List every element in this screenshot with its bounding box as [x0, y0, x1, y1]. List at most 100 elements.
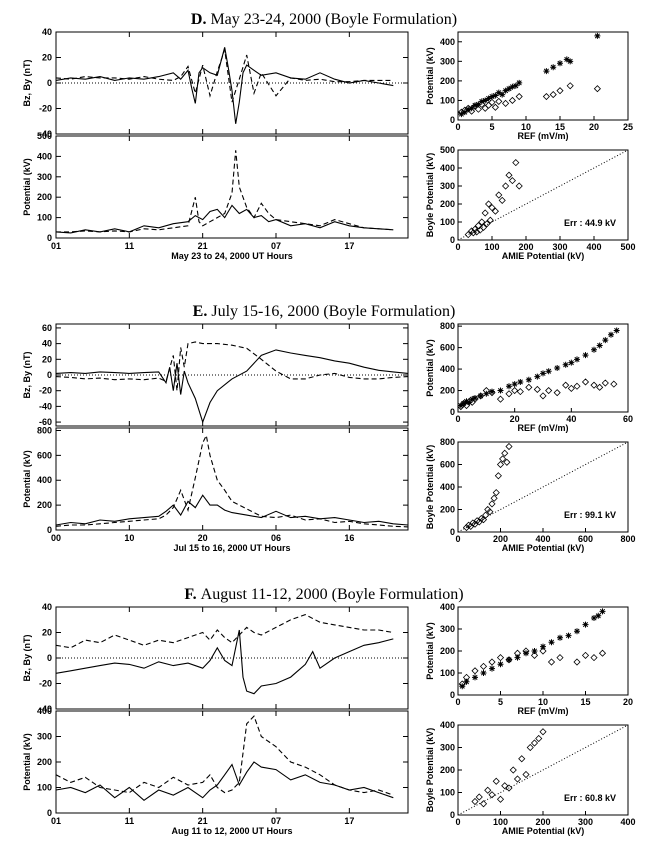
diamond-point: [530, 739, 539, 747]
y-tick-label: -40: [39, 129, 52, 139]
diamond-point: [498, 196, 506, 204]
diamond-point: [457, 108, 465, 116]
x-tick-label: 17: [344, 816, 354, 826]
bz-by-plot: 40 20 0 -20 -40 Bz, By (nT): [22, 602, 409, 714]
diamond-point: [535, 734, 543, 743]
asterisk-point: [582, 621, 589, 628]
diamond-point: [479, 516, 488, 524]
y-tick-label: 200: [37, 192, 52, 202]
y-tick-label: 0: [450, 810, 455, 820]
x-tick-label: 0: [455, 697, 460, 707]
y-tick-label: 200: [440, 646, 455, 656]
x-tick-label: 10: [521, 122, 531, 132]
diamond-point: [581, 378, 590, 386]
asterisk-point: [511, 381, 518, 388]
asterisk-point: [557, 634, 563, 641]
y-tick-label: 100: [440, 788, 455, 798]
asterisk-point: [565, 632, 572, 639]
diamond-point: [598, 649, 607, 657]
series-dashed: [56, 150, 394, 233]
series-dashed: [55, 433, 409, 528]
series-dashed: [55, 614, 394, 649]
y-axis-label: Bz, By (nT): [22, 60, 32, 107]
x-tick-label: 21: [198, 241, 208, 251]
y-axis-label: Potential (kV): [425, 339, 435, 397]
diamond-point: [601, 379, 609, 387]
diamond-point: [461, 106, 469, 114]
y-tick-label: 400: [440, 163, 455, 173]
x-axis-label: REF (mV/m): [517, 706, 568, 716]
x-axis-label: AMIE Potential (kV): [502, 826, 585, 836]
asterisk-point: [495, 89, 502, 96]
diamond-point: [479, 800, 488, 808]
y-tick-label: 0: [47, 370, 52, 380]
diamond-point: [526, 743, 534, 752]
diamond-point: [505, 656, 513, 664]
y-tick-label: 20: [42, 53, 52, 63]
y-tick-label: 0: [450, 115, 455, 125]
diamond-point: [458, 680, 466, 688]
diamond-point: [495, 97, 503, 105]
y-tick-label: 20: [42, 354, 52, 364]
asterisk-point: [517, 378, 524, 385]
diamond-point: [539, 647, 547, 655]
bz-by-plot-frame: [55, 31, 409, 135]
identity-line: [457, 441, 629, 533]
y-axis-label: Boyle Potential (kV): [425, 153, 435, 238]
potential-vs-ref-plot: 0 20 40 60 800 600 400 200 0 REF (mV/m) Potential …: [425, 321, 633, 433]
y-axis-label: Potential (kV): [425, 47, 435, 105]
y-tick-label: -20: [39, 386, 52, 396]
y-axis-label: Potential (kV): [22, 158, 32, 216]
asterisk-point: [525, 376, 532, 383]
asterisk-point: [458, 111, 465, 118]
asterisk-point: [459, 683, 466, 690]
asterisk-point: [545, 368, 552, 375]
x-tick-label: 500: [620, 242, 635, 252]
asterisk-point: [608, 331, 614, 338]
x-tick-label: 200: [493, 534, 508, 544]
diamond-point: [502, 99, 510, 107]
time-axis-label: Aug 11 to 12, 2000 UT Hours: [171, 826, 292, 836]
diamond-point: [462, 523, 471, 532]
x-axis-label: REF (mV/m): [517, 423, 568, 433]
diamond-point: [471, 395, 479, 403]
diamond-point: [488, 98, 496, 106]
asterisk-point: [480, 670, 487, 676]
y-tick-label: -60: [39, 417, 52, 427]
y-axis-label: Potential (kV): [425, 622, 435, 680]
x-tick-label: 07: [271, 816, 281, 826]
asterisk-point: [574, 628, 580, 635]
error-label: Err : 99.1 kV: [564, 510, 616, 520]
potential-plot-frame: [55, 710, 409, 814]
y-tick-label: 0: [47, 808, 52, 818]
panel-title: D. May 23-24, 2000 (Boyle Formulation): [191, 11, 457, 28]
diamond-point: [496, 395, 505, 403]
asterisk-point: [472, 674, 478, 681]
y-tick-label: 0: [47, 525, 52, 535]
x-tick-label: 06: [271, 533, 281, 543]
diamond-point: [484, 786, 492, 794]
diamond-point: [490, 494, 498, 502]
asterisk-point: [472, 395, 478, 402]
asterisk-point: [599, 608, 606, 615]
diamond-point: [492, 777, 500, 785]
panel-e: E. July 15-16, 2000 (Boyle Formulation) 6…: [22, 303, 636, 553]
asterisk-point: [463, 678, 470, 685]
x-tick-label: 800: [620, 534, 635, 544]
asterisk-point: [557, 60, 563, 67]
potential-vs-ref-plot-frame: [457, 31, 629, 121]
y-tick-label: 200: [440, 505, 455, 515]
x-axis-label: REF (mV/m): [517, 131, 568, 141]
y-tick-label: -40: [39, 401, 52, 411]
panel-letter: D.: [191, 11, 211, 28]
x-tick-label: 300: [552, 242, 567, 252]
y-tick-label: 400: [440, 364, 455, 374]
asterisk-point: [540, 643, 546, 650]
diamond-point: [494, 472, 502, 480]
diamond-point: [573, 658, 581, 666]
asterisk-point: [602, 337, 609, 344]
diamond-point: [522, 770, 530, 779]
x-tick-label: 01: [51, 241, 61, 251]
x-tick-label: 20: [623, 697, 633, 707]
y-axis-label: Potential (kV): [22, 450, 32, 508]
